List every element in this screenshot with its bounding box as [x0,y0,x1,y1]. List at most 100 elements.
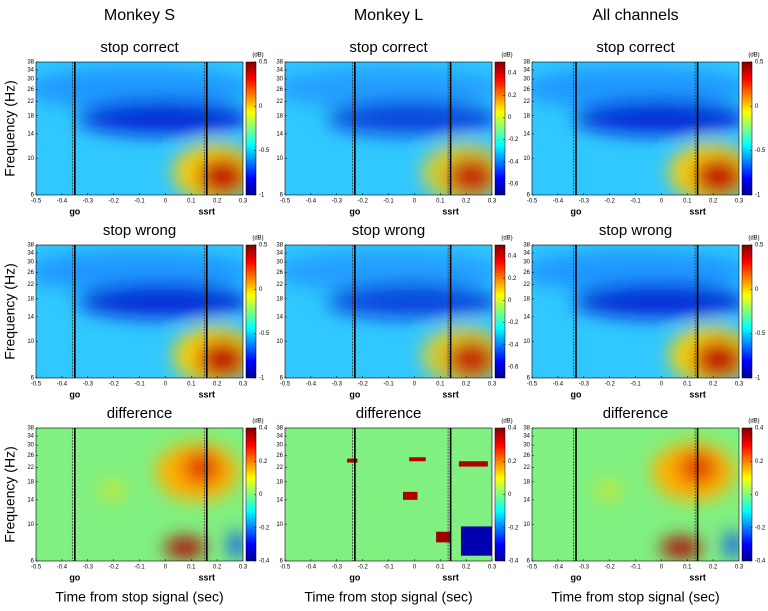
y-tick-label: 14 [276,498,283,504]
x-tick-label: -0.4 [553,565,564,571]
x-tick-label: -0.4 [57,565,68,571]
x-tick-label: -0.5 [31,382,42,388]
panel: difference -0.5 -0.4 -0.3 -0.2 -0.1 0 0.1 0.2 0.3… [523,405,766,605]
colorbar-tick-label: 0.5 [259,243,268,249]
x-tick-label: -0.2 [357,199,368,205]
y-tick-label: 10 [523,522,530,528]
colorbar-tick-label: 0.5 [259,60,268,66]
colorbar-tick-label: -0.6 [508,364,519,370]
y-tick-label: 14 [276,132,283,138]
y-tick-label: 6 [31,193,35,199]
heatmap-blob [446,157,492,195]
y-tick-label: 6 [280,559,284,565]
heatmap [532,62,739,195]
y-tick-label: 22 [27,465,34,471]
x-tick-label: -0.2 [357,382,368,388]
y-tick-label: 10 [27,156,34,162]
y-tick-label: 22 [276,99,283,105]
x-tick-label: 0 [164,565,168,571]
y-tick-label: 38 [523,426,530,432]
y-tick-label: 34 [523,251,530,257]
x-tick-label: -0.5 [31,565,42,571]
y-tick-label: 26 [276,270,283,276]
x-tick-label: 0.3 [488,199,497,205]
y-tick-label: 34 [523,68,530,74]
y-tick-label: 34 [27,68,34,74]
x-tick-label: -0.2 [604,199,615,205]
x-axis-label: Time from stop signal (sec) [304,589,472,605]
colorbar-tick-label: 0 [508,492,512,498]
colorbar [245,61,257,196]
x-tick-label: 0.2 [462,565,471,571]
colorbar-label: (dB) [252,53,263,59]
panel-title: difference [356,405,422,422]
y-tick-label: 30 [276,443,283,449]
colorbar-tick-label: 0 [755,287,759,293]
colorbar-tick-label: 0.2 [508,459,517,465]
x-tick-label: 0.3 [488,565,497,571]
y-tick-label: 38 [27,243,34,249]
heatmap-cell [460,526,492,556]
x-tick-label: 0.2 [213,199,222,205]
colorbar-tick-label: 0.5 [755,243,764,249]
x-tick-label: -0.2 [108,565,119,571]
y-tick-label: 26 [27,270,34,276]
colorbar-tick-label: -0.4 [755,559,766,565]
x-tick-label: 0 [660,565,664,571]
y-tick-label: 10 [27,339,34,345]
colorbar-tick-label: -0.5 [259,331,270,337]
heatmap-cell [436,531,451,543]
colorbar-tick-label: -0.4 [259,559,270,565]
event-label: ssrt [689,206,706,216]
heatmap-blobs [36,67,243,195]
heatmap-blob [532,67,739,110]
colorbar-tick-label: -0.5 [755,148,766,154]
colorbar-tick-label: 0.2 [259,459,268,465]
x-tick-label: -0.4 [306,565,317,571]
heatmap-blob [102,483,123,498]
y-tick-label: 30 [276,77,283,83]
heatmap [532,428,739,561]
colorbar-tick-label: 0 [508,298,512,304]
colorbar [245,244,257,379]
heatmap-blob [197,340,243,378]
x-tick-label: 0 [660,199,664,205]
y-tick-label: 30 [523,260,530,266]
colorbar-label: (dB) [748,53,759,59]
x-tick-label: -0.2 [357,565,368,571]
heatmap-cell [347,458,358,463]
colorbar-tick-label: 0 [508,115,512,121]
panel-title: stop wrong [352,222,425,239]
x-tick-label: 0 [164,199,168,205]
x-tick-label: 0.3 [239,199,248,205]
panel: stop correct -0.5 -0.4 -0.3 -0.2 -0.1 0 0.1 0.2 0… [523,39,766,216]
y-tick-label: 18 [27,479,34,485]
x-tick-label: -0.3 [332,199,343,205]
colorbar-tick-label: 0.4 [508,254,517,260]
y-tick-label: 18 [276,296,283,302]
x-tick-label: 0.1 [187,382,196,388]
x-tick-label: -0.1 [383,199,394,205]
y-axis-label: Frequency (Hz) [2,263,18,359]
event-label: go [69,206,80,216]
x-tick-label: -0.5 [280,382,291,388]
colorbar-tick-label: 0.4 [508,426,517,432]
heatmap-blobs [532,67,739,195]
y-tick-label: 6 [527,559,531,565]
y-tick-label: 22 [27,99,34,105]
colorbar [741,61,753,196]
y-tick-label: 22 [27,282,34,288]
heatmap-blob [446,340,492,378]
heatmap-blobs [598,442,739,559]
y-tick-label: 6 [527,193,531,199]
x-tick-label: 0.3 [735,199,744,205]
colorbar-tick-label: -0.2 [755,525,766,531]
y-tick-label: 18 [27,113,34,119]
event-label: ssrt [199,206,216,216]
y-tick-label: 38 [27,426,34,432]
event-label: go [349,572,360,582]
colorbar-label: (dB) [501,236,512,242]
panel: stop wrong -0.5 -0.4 -0.3 -0.2 -0.1 0 0.1 0.2 0.3… [2,222,270,399]
x-tick-label: 0.1 [683,565,692,571]
y-tick-label: 14 [523,498,530,504]
